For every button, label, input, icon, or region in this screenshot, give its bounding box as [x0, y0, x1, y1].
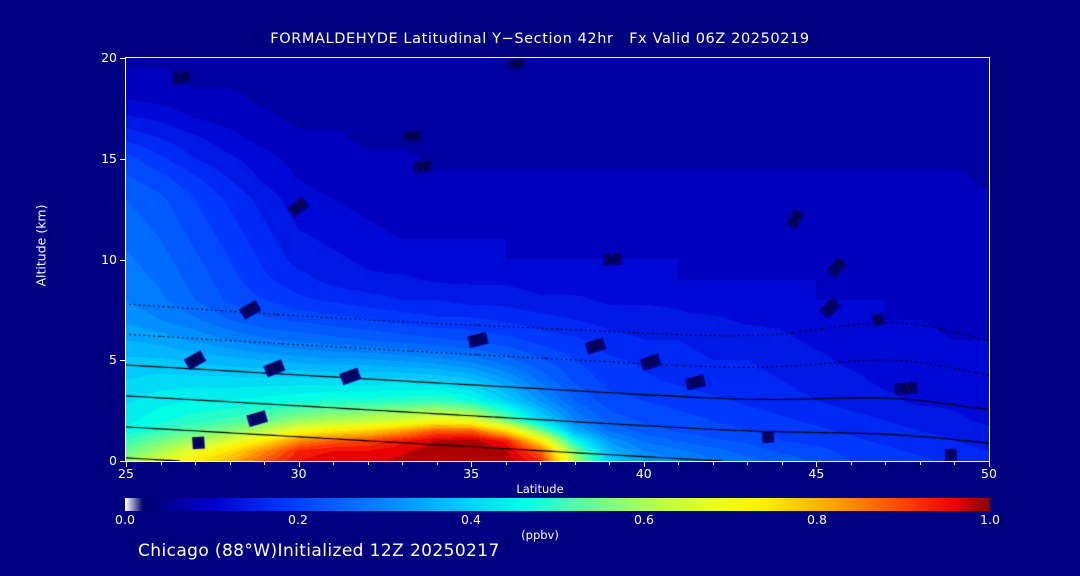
- x-tick-mark: [575, 461, 576, 465]
- x-tick-mark: [678, 461, 679, 465]
- colorbar-tick-label: 0.2: [288, 512, 308, 527]
- colorbar: [125, 498, 990, 511]
- x-tick-mark: [126, 461, 127, 467]
- x-tick-mark: [816, 461, 817, 467]
- y-tick-mark: [120, 58, 125, 59]
- y-tick-label: 5: [109, 352, 117, 368]
- colorbar-tick-label: 0.8: [807, 512, 827, 527]
- colorbar-tick-label: 0.0: [115, 512, 135, 527]
- y-tick-mark: [120, 461, 125, 462]
- y-tick-label: 10: [101, 251, 117, 267]
- x-tick-label: 45: [808, 466, 825, 481]
- colorbar-tick-label: 1.0: [980, 512, 1000, 527]
- x-tick-mark: [644, 461, 645, 467]
- x-tick-mark: [920, 461, 921, 465]
- x-tick-mark: [851, 461, 852, 465]
- footer-caption: Chicago (88°W)Initialized 12Z 20250217: [138, 541, 500, 561]
- x-tick-mark: [437, 461, 438, 465]
- y-axis-title: Altitude (km): [33, 204, 49, 287]
- x-tick-mark: [471, 461, 472, 467]
- plot-area: [125, 57, 990, 462]
- x-tick-mark: [954, 461, 955, 465]
- x-tick-mark: [540, 461, 541, 465]
- colorbar-unit-label: (ppbv): [521, 528, 559, 542]
- colorbar-tick-label: 0.4: [461, 512, 481, 527]
- x-tick-mark: [989, 461, 990, 467]
- x-tick-mark: [747, 461, 748, 465]
- y-tick-mark: [120, 260, 125, 261]
- colorbar-tick-label: 0.6: [634, 512, 654, 527]
- x-tick-mark: [885, 461, 886, 465]
- x-tick-mark: [299, 461, 300, 467]
- colorbar-gradient: [125, 498, 990, 511]
- x-tick-label: 50: [981, 466, 997, 481]
- colorbar-tick-labels: 0.0 0.2 0.4 0.6 0.8 1.0: [0, 512, 1080, 530]
- x-tick-mark: [713, 461, 714, 465]
- y-tick-label: 15: [101, 150, 117, 166]
- x-tick-mark: [782, 461, 783, 465]
- x-tick-mark: [230, 461, 231, 465]
- x-tick-label: 30: [290, 466, 307, 481]
- x-tick-mark: [609, 461, 610, 465]
- x-tick-mark: [195, 461, 196, 465]
- x-tick-label: 25: [118, 466, 134, 481]
- heatmap-canvas: [126, 58, 989, 461]
- y-tick-mark: [120, 159, 125, 160]
- x-tick-mark: [333, 461, 334, 465]
- x-tick-label: 40: [635, 466, 652, 481]
- x-tick-mark: [264, 461, 265, 465]
- x-tick-mark: [402, 461, 403, 465]
- x-axis-title: Latitude: [516, 482, 564, 496]
- x-tick-label: 35: [463, 466, 480, 481]
- y-tick-label: 20: [101, 50, 117, 65]
- page-title: FORMALDEHYDE Latitudinal Y−Section 42hr …: [270, 31, 810, 47]
- y-tick-label: 0: [109, 453, 117, 468]
- x-tick-mark: [506, 461, 507, 465]
- x-tick-mark: [161, 461, 162, 465]
- x-tick-mark: [368, 461, 369, 465]
- y-tick-mark: [120, 360, 125, 361]
